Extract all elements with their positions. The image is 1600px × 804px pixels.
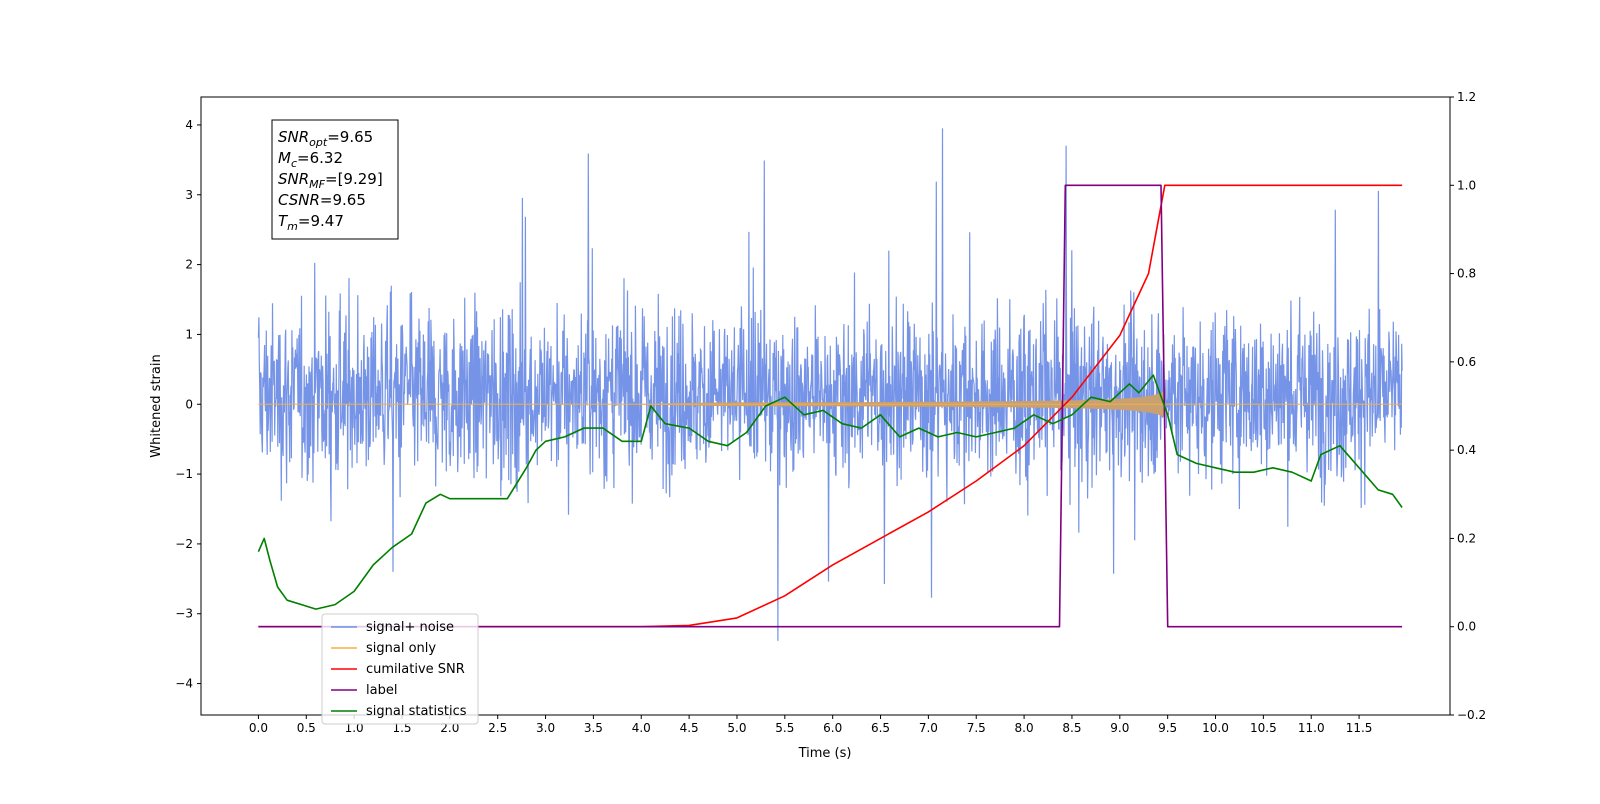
series-signal-noise-line [257, 128, 1403, 641]
annotation-value: =9.65 [327, 128, 373, 146]
annotation-value: =6.32 [297, 149, 343, 167]
annotation-box: SNRopt=9.65Mc=6.32SNRMF=[9.29]CSNR=9.65T… [271, 119, 399, 240]
annotation-frame [271, 119, 399, 240]
annotation-subscript: MF [309, 178, 325, 191]
annotation-line: CSNR=9.65 [278, 191, 366, 209]
x-tick-label: 11.5 [1346, 721, 1373, 735]
annotation-symbol: SNR [278, 128, 309, 146]
x-tick-label: 0.5 [297, 721, 316, 735]
y2-tick-label: 0.8 [1457, 267, 1476, 281]
x-tick-label: 10.0 [1202, 721, 1229, 735]
x-tick-label: 6.0 [823, 721, 842, 735]
y2-tick-label: 0.0 [1457, 620, 1476, 634]
annotation-value: =9.65 [320, 191, 366, 209]
x-tick-label: 0.0 [249, 721, 268, 735]
annotation-value: =[9.29] [325, 170, 383, 188]
x-tick-label: 2.5 [488, 721, 507, 735]
legend-label: signal only [366, 641, 436, 656]
x-tick-label: 7.0 [919, 721, 938, 735]
annotation-line: SNRMF=[9.29] [278, 170, 383, 191]
annotation-symbol: T [278, 212, 289, 230]
series-signal-statistics-line [257, 374, 1403, 610]
y-tick-label: −3 [175, 607, 193, 621]
annotation-symbol: CSNR [278, 191, 320, 209]
y2-tick-label: 0.2 [1457, 531, 1476, 545]
x-tick-label: 5.5 [775, 721, 794, 735]
x-axis-label: Time (s) [798, 746, 852, 761]
annotation-subscript: c [291, 157, 297, 170]
y2-tick-label: −0.2 [1457, 708, 1486, 722]
x-tick-label: 11.0 [1298, 721, 1325, 735]
annotation-symbol: M [278, 149, 291, 167]
y-tick-label: −1 [175, 467, 193, 481]
y2-tick-label: 0.6 [1457, 355, 1476, 369]
y-tick-label: 4 [185, 118, 193, 132]
signal-only-fill-layer [258, 390, 1403, 418]
x-tick-label: 4.0 [632, 721, 651, 735]
annotation-line: Tm=9.47 [278, 212, 344, 233]
legend: signal+ noise signal only cumilative SNR la… [321, 613, 479, 725]
legend-frame [321, 613, 479, 725]
annotation-subscript: m [287, 220, 298, 233]
annotation-symbol: SNR [278, 170, 309, 188]
legend-label: label [366, 683, 397, 698]
y-tick-label: 1 [185, 327, 193, 341]
x-tick-label: 8.5 [1062, 721, 1081, 735]
y2-tick-label: 1.0 [1457, 178, 1476, 192]
legend-label: signal+ noise [366, 620, 454, 635]
x-tick-label: 4.5 [680, 721, 699, 735]
x-tick-label: 10.5 [1250, 721, 1277, 735]
x-tick-label: 6.5 [871, 721, 890, 735]
noise-series-layer [257, 128, 1403, 641]
y2-tick-label: 0.4 [1457, 443, 1476, 457]
y-tick-label: 3 [185, 188, 193, 202]
x-tick-label: 5.0 [727, 721, 746, 735]
y-tick-label: −4 [175, 677, 193, 691]
x-tick-label: 7.5 [967, 721, 986, 735]
legend-label: signal statistics [366, 704, 467, 719]
y-axis-label: Whitened strain [149, 354, 164, 457]
plot-frame [200, 96, 1451, 716]
lines-layer [257, 184, 1403, 628]
x-tick-label: 9.0 [1110, 721, 1129, 735]
series-cumulative-snr-line [258, 184, 1403, 628]
x-tick-label: 3.0 [536, 721, 555, 735]
series-label-line [258, 184, 1403, 628]
x-tick-label: 8.0 [1015, 721, 1034, 735]
y-tick-label: −2 [175, 537, 193, 551]
y2-tick-label: 1.2 [1457, 90, 1476, 104]
y-tick-label: 0 [185, 397, 193, 411]
legend-label: cumilative SNR [366, 662, 465, 677]
annotation-line: SNRopt=9.65 [278, 128, 373, 149]
x-tick-label: 9.5 [1158, 721, 1177, 735]
annotation-value: =9.47 [298, 212, 344, 230]
y-tick-label: 2 [185, 258, 193, 272]
annotation-line: Mc=6.32 [278, 149, 343, 170]
x-tick-label: 3.5 [584, 721, 603, 735]
annotation-subscript: opt [309, 136, 328, 149]
